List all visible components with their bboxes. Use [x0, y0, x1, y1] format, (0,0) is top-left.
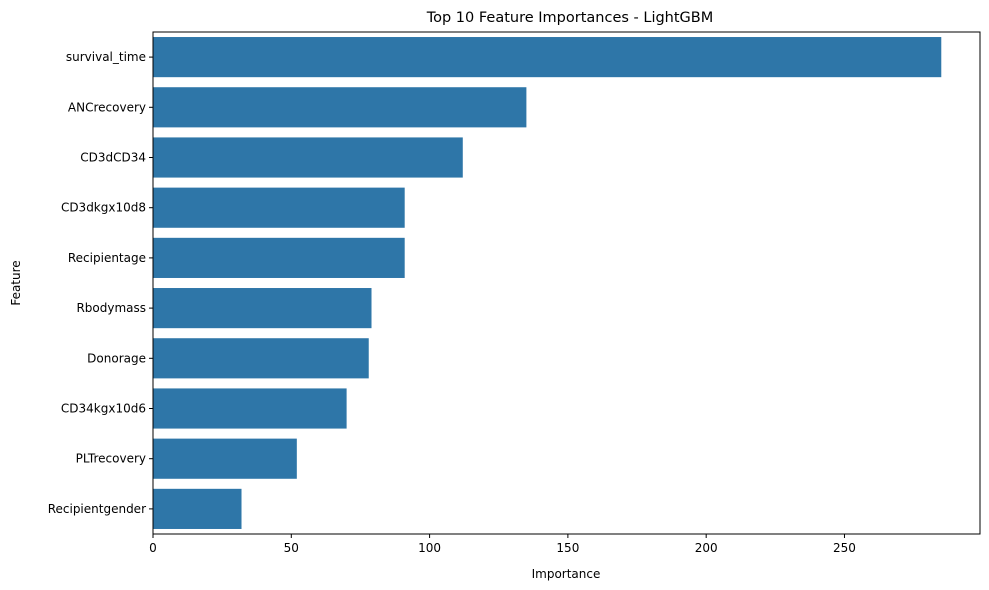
x-tick-label: 200 [695, 541, 718, 555]
x-axis-label: Importance [532, 567, 601, 581]
bar-Rbodymass [153, 288, 372, 329]
x-tick-label: 250 [833, 541, 856, 555]
y-axis-ticks: survival_time ANCrecovery CD3dCD34 CD3dkgx1… [48, 50, 153, 516]
bar-Recipientage [153, 237, 405, 278]
bar-CD3dCD34 [153, 137, 463, 178]
y-tick-label: Donorage [87, 351, 146, 365]
y-tick-label: survival_time [66, 50, 146, 64]
bar-ANCrecovery [153, 87, 527, 128]
x-axis-ticks: 0 50 100 150 200 250 [149, 534, 856, 555]
y-axis-label: Feature [9, 260, 23, 305]
x-tick-label: 100 [418, 541, 441, 555]
chart-title: Top 10 Feature Importances - LightGBM [426, 10, 714, 26]
x-tick-label: 50 [284, 541, 299, 555]
plot-frame [152, 31, 981, 535]
bar-CD34kgx10d6 [153, 388, 347, 429]
bars-group [153, 37, 942, 529]
bar-CD3dkgx10d8 [153, 187, 405, 228]
y-tick-label: CD3dkgx10d8 [61, 201, 146, 215]
y-tick-label: ANCrecovery [68, 100, 146, 114]
y-tick-label: Recipientage [68, 251, 146, 265]
x-tick-label: 0 [149, 541, 157, 555]
x-tick-label: 150 [556, 541, 579, 555]
bar-Donorage [153, 338, 369, 379]
y-tick-label: Recipientgender [48, 502, 146, 516]
y-tick-label: Rbodymass [76, 301, 146, 315]
y-tick-label: CD34kgx10d6 [61, 402, 146, 416]
bar-PLTrecovery [153, 438, 297, 479]
bar-survival_time [153, 37, 942, 78]
bar-Recipientgender [153, 488, 242, 529]
y-tick-label: PLTrecovery [76, 452, 146, 466]
y-tick-label: CD3dCD34 [80, 151, 146, 165]
